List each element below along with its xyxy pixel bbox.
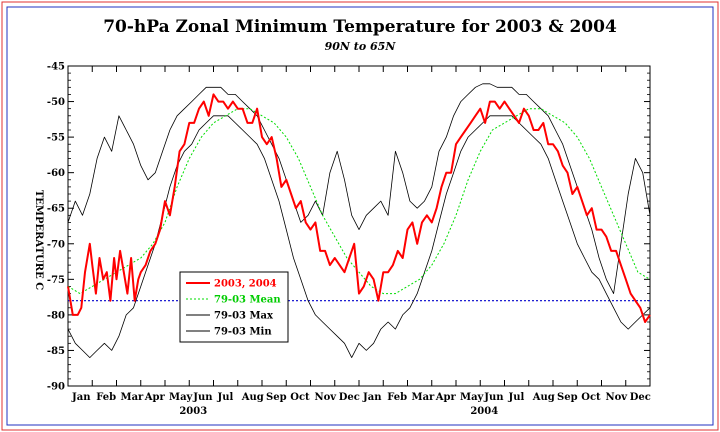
y-tick-label: -70 — [47, 239, 65, 250]
x-tick-label: Mar — [121, 392, 145, 403]
x-tick-label: Jan — [71, 392, 91, 403]
x-tick-label: Feb — [387, 392, 407, 403]
x-tick-label: Oct — [290, 392, 310, 403]
x-tick-label: Mar — [412, 392, 436, 403]
x-tick-label: Jul — [217, 392, 234, 403]
legend-label: 2003, 2004 — [214, 279, 277, 290]
x-tick-label: Apr — [144, 392, 166, 403]
x-tick-label: Dec — [339, 392, 360, 403]
series-line-0 — [67, 93, 651, 323]
y-tick-label: -75 — [47, 275, 65, 286]
x-tick-label: Jul — [508, 392, 525, 403]
x-tick-label: Sep — [266, 392, 287, 403]
x-tick-label: Aug — [532, 392, 555, 403]
x-tick-label: Feb — [96, 392, 116, 403]
x-year-label: 2004 — [470, 406, 498, 417]
y-tick-label: -90 — [47, 382, 65, 393]
y-tick-label: -55 — [47, 133, 65, 144]
x-tick-label: Jun — [483, 392, 504, 403]
y-tick-label: -65 — [47, 204, 65, 215]
series-line-3 — [67, 115, 651, 358]
series-line-2 — [67, 83, 651, 294]
x-tick-label: Dec — [630, 392, 651, 403]
x-tick-label: May — [169, 392, 194, 403]
x-tick-label: Nov — [606, 392, 629, 403]
x-year-label: 2003 — [179, 406, 207, 417]
x-tick-label: Aug — [241, 392, 264, 403]
x-tick-label: Jan — [362, 392, 382, 403]
y-tick-label: -45 — [47, 62, 65, 73]
series-line-1 — [67, 108, 651, 295]
x-tick-label: Sep — [557, 392, 578, 403]
chart-subtitle: 90N to 65N — [325, 40, 397, 53]
x-tick-label: May — [460, 392, 485, 403]
chart-title: 70-hPa Zonal Minimum Temperature for 200… — [103, 17, 617, 37]
x-tick-label: Nov — [315, 392, 338, 403]
y-tick-label: -50 — [47, 97, 65, 108]
legend-label: 79-03 Mean — [214, 295, 281, 306]
inner-frame — [6, 6, 714, 426]
x-tick-label: Apr — [435, 392, 457, 403]
y-tick-label: -80 — [47, 310, 65, 321]
legend-label: 79-03 Min — [214, 327, 272, 338]
x-tick-label: Jun — [192, 392, 213, 403]
y-axis-label: TEMPERATURE C — [33, 190, 44, 290]
y-tick-label: -85 — [47, 346, 65, 357]
plot-frame — [67, 65, 651, 387]
x-tick-label: Oct — [581, 392, 601, 403]
y-tick-label: -60 — [47, 168, 65, 179]
legend-label: 79-03 Max — [214, 311, 274, 322]
